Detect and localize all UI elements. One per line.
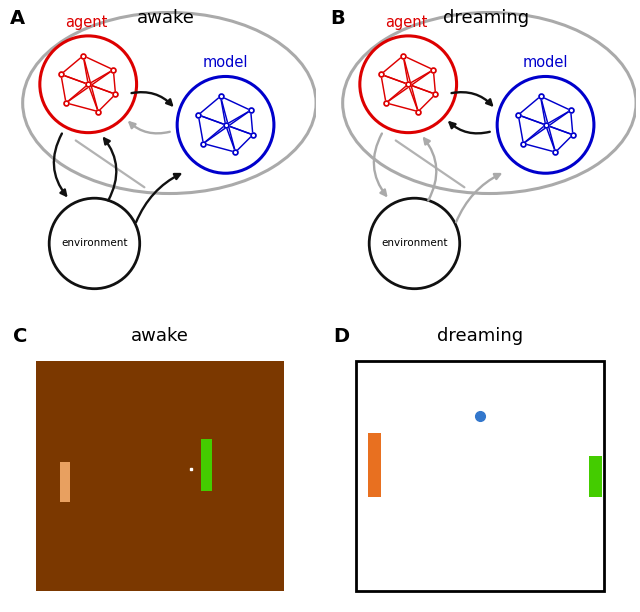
Text: environment: environment [381,239,448,248]
Bar [60,462,70,502]
Text: environment: environment [61,239,128,248]
Text: B: B [330,9,345,28]
Text: dreaming: dreaming [443,9,529,28]
Text: model: model [203,55,248,70]
Text: awake: awake [131,327,189,345]
Bar [356,361,604,591]
Text: C: C [13,327,27,346]
Text: dreaming: dreaming [437,327,523,345]
Text: model: model [523,55,568,70]
Text: awake: awake [138,9,195,28]
Text: agent: agent [385,15,428,29]
Text: D: D [333,327,349,346]
Text: A: A [10,9,26,28]
Bar [36,361,284,591]
Bar [589,457,602,496]
Bar [201,439,212,491]
Text: agent: agent [65,15,108,29]
Bar [368,433,381,496]
